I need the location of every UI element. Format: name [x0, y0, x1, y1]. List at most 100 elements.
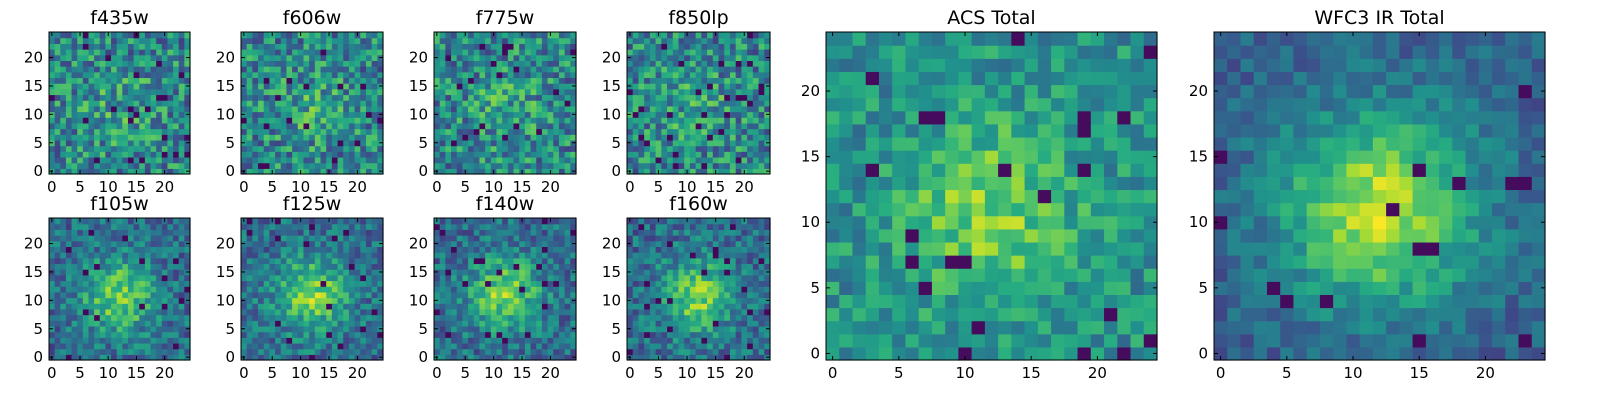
heatmap-cell: [468, 269, 475, 276]
heatmap-cell: [747, 348, 754, 355]
panel-title: f775w: [476, 7, 535, 29]
heatmap-cell: [485, 139, 492, 147]
heatmap-cell: [524, 145, 532, 152]
heatmap-cell: [167, 37, 174, 44]
heatmap-cell: [524, 66, 532, 73]
heatmap-cell: [741, 162, 748, 169]
heatmap-cell: [178, 320, 185, 327]
heatmap-cell: [371, 320, 378, 327]
heatmap-cell: [105, 88, 112, 96]
heatmap-cell: [280, 66, 288, 73]
heatmap-cell: [547, 235, 554, 242]
heatmap-cell: [712, 331, 720, 338]
heatmap-cell: [485, 134, 492, 141]
heatmap-cell: [547, 337, 554, 344]
heatmap-cell: [94, 269, 101, 276]
heatmap-cell: [758, 49, 765, 56]
heatmap-cell: [456, 257, 463, 265]
heatmap-cell: [434, 105, 441, 113]
heatmap-cell: [377, 218, 384, 225]
heatmap-cell: [638, 280, 645, 287]
heatmap-cell: [649, 286, 657, 293]
heatmap-cell: [105, 134, 112, 141]
heatmap-cell: [116, 111, 123, 118]
heatmap-cell: [695, 145, 702, 152]
heatmap-cell: [116, 303, 123, 310]
heatmap-cell: [88, 291, 95, 299]
heatmap-cell: [507, 128, 515, 135]
heatmap-cell: [490, 223, 498, 230]
heatmap-cell: [292, 100, 299, 107]
heatmap-cell: [712, 105, 720, 113]
heatmap-cell: [707, 156, 714, 164]
heatmap-cell: [695, 314, 702, 321]
heatmap-cell: [365, 83, 373, 90]
heatmap-cell: [60, 252, 67, 259]
heatmap-cell: [445, 162, 452, 169]
heatmap-cell: [672, 156, 680, 164]
heatmap-cell: [365, 257, 373, 265]
heatmap-cell: [678, 162, 685, 169]
heatmap-cell: [173, 297, 180, 304]
heatmap-cell: [297, 291, 305, 299]
heatmap-cell: [241, 88, 248, 96]
heatmap-cell: [133, 37, 140, 44]
heatmap-cell: [377, 117, 384, 124]
heatmap-cell: [541, 156, 549, 164]
heatmap-cell: [735, 94, 742, 101]
heatmap-cell: [530, 297, 537, 304]
heatmap-cell: [116, 308, 123, 316]
heatmap-cell: [371, 291, 378, 299]
axes-frame: [626, 31, 771, 175]
heatmap-cell: [530, 223, 537, 230]
heatmap-cell: [479, 223, 486, 230]
heatmap-cell: [116, 223, 123, 230]
heatmap-cell: [309, 218, 316, 225]
heatmap-cell: [258, 83, 265, 90]
heatmap-cell: [758, 274, 765, 282]
heatmap-cell: [269, 83, 276, 90]
heatmap-cell: [507, 263, 515, 270]
heatmap-cell: [320, 240, 327, 247]
heatmap-cell: [536, 49, 543, 56]
heatmap-cell: [65, 320, 73, 327]
x-tick-label: 10: [484, 178, 503, 196]
heatmap-cell: [371, 168, 378, 175]
heatmap-cell: [246, 60, 253, 67]
heatmap-cell: [348, 117, 356, 124]
heatmap-cell: [502, 77, 509, 84]
heatmap-cell: [496, 291, 503, 299]
heatmap-cell: [54, 49, 61, 56]
heatmap-cell: [88, 32, 95, 39]
heatmap-cell: [116, 291, 123, 299]
heatmap-cell: [445, 235, 452, 242]
heatmap-cell: [275, 263, 282, 270]
heatmap-cell: [241, 342, 248, 350]
heatmap-cell: [105, 348, 112, 355]
heatmap-cell: [161, 139, 169, 147]
heatmap-cell: [360, 117, 367, 124]
heatmap-cell: [178, 111, 185, 118]
heatmap-cell: [655, 342, 662, 350]
heatmap-cell: [331, 168, 339, 175]
heatmap-cell: [649, 37, 657, 44]
heatmap-cell: [530, 168, 537, 175]
heatmap-cell: [678, 139, 685, 147]
heatmap-cell: [564, 37, 571, 44]
heatmap-cell: [139, 71, 146, 79]
heatmap-cell: [667, 354, 674, 361]
heatmap-cell: [519, 37, 526, 44]
heatmap-cell: [150, 37, 157, 44]
heatmap-cell: [502, 122, 509, 130]
heatmap-cell: [133, 331, 140, 338]
heatmap-cell: [49, 162, 56, 169]
heatmap-cell: [49, 303, 56, 310]
heatmap-cell: [752, 354, 760, 361]
heatmap-cell: [564, 291, 571, 299]
heatmap-cell: [167, 252, 174, 259]
heatmap-cell: [747, 291, 754, 299]
heatmap-cell: [133, 235, 140, 242]
heatmap-cell: [530, 49, 537, 56]
heatmap-cell: [627, 348, 634, 355]
heatmap-cell: [490, 60, 498, 67]
